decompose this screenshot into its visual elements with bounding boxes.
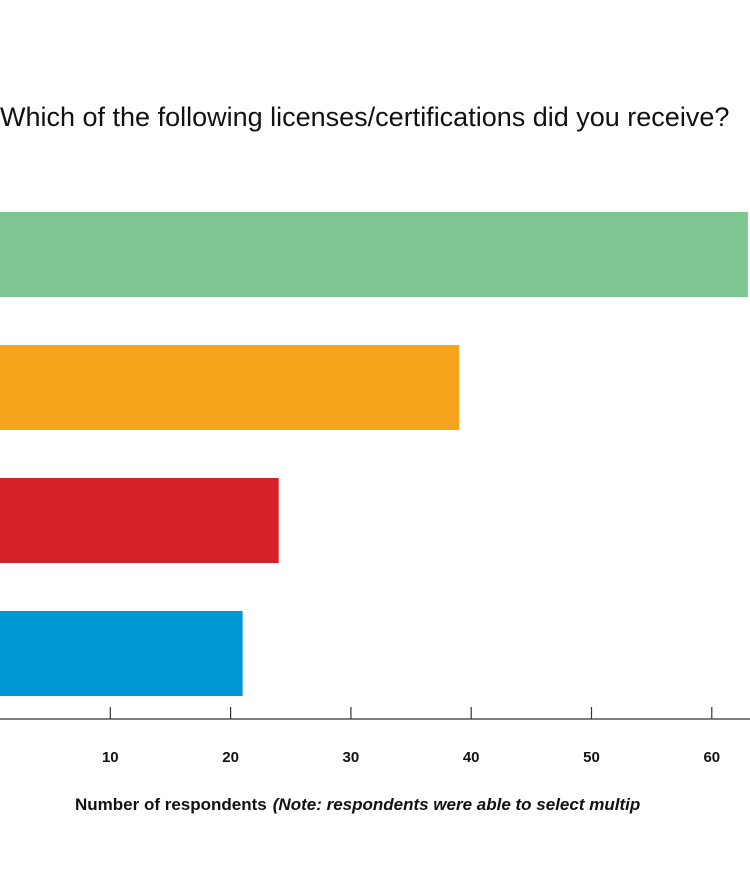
bar-3: [0, 478, 279, 563]
x-axis-label-main: Number of respondents: [75, 795, 267, 814]
x-axis-label: Number of respondents (Note: respondents …: [75, 795, 640, 814]
x-tick-label: 40: [463, 749, 480, 766]
bar-2: [0, 345, 460, 430]
x-tick-label: 10: [102, 749, 119, 766]
x-axis-label-note: (Note: respondents were able to select m…: [273, 795, 640, 814]
x-axis-ticks: 10 20 30 40 50 60: [102, 707, 720, 766]
x-tick-label: 60: [703, 749, 720, 766]
x-tick-label: 50: [583, 749, 600, 766]
x-tick-label: 30: [343, 749, 360, 766]
x-tick-label: 20: [222, 749, 239, 766]
chart-title: Which of the following licenses/certific…: [0, 102, 729, 132]
bars-group: [0, 212, 748, 696]
bar-4: [0, 611, 243, 696]
bar-1: [0, 212, 748, 297]
